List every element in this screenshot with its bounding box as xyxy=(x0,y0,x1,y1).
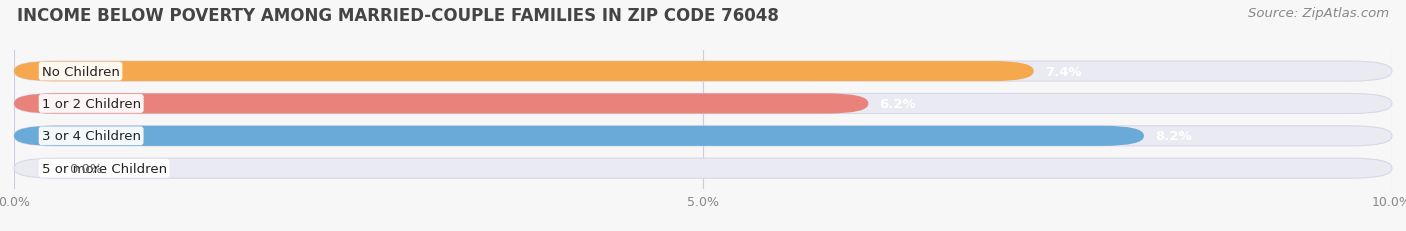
FancyBboxPatch shape xyxy=(14,94,1392,114)
FancyBboxPatch shape xyxy=(14,126,1144,146)
Text: 0.0%: 0.0% xyxy=(69,162,103,175)
Text: 7.4%: 7.4% xyxy=(1045,65,1081,78)
Text: No Children: No Children xyxy=(42,65,120,78)
FancyBboxPatch shape xyxy=(14,62,1392,82)
Text: 8.2%: 8.2% xyxy=(1154,130,1191,143)
Text: 6.2%: 6.2% xyxy=(879,97,915,110)
Text: 5 or more Children: 5 or more Children xyxy=(42,162,167,175)
Text: Source: ZipAtlas.com: Source: ZipAtlas.com xyxy=(1249,7,1389,20)
Text: INCOME BELOW POVERTY AMONG MARRIED-COUPLE FAMILIES IN ZIP CODE 76048: INCOME BELOW POVERTY AMONG MARRIED-COUPL… xyxy=(17,7,779,25)
FancyBboxPatch shape xyxy=(14,158,1392,179)
Text: 1 or 2 Children: 1 or 2 Children xyxy=(42,97,141,110)
FancyBboxPatch shape xyxy=(14,94,869,114)
FancyBboxPatch shape xyxy=(14,126,1392,146)
FancyBboxPatch shape xyxy=(14,62,1033,82)
Text: 3 or 4 Children: 3 or 4 Children xyxy=(42,130,141,143)
